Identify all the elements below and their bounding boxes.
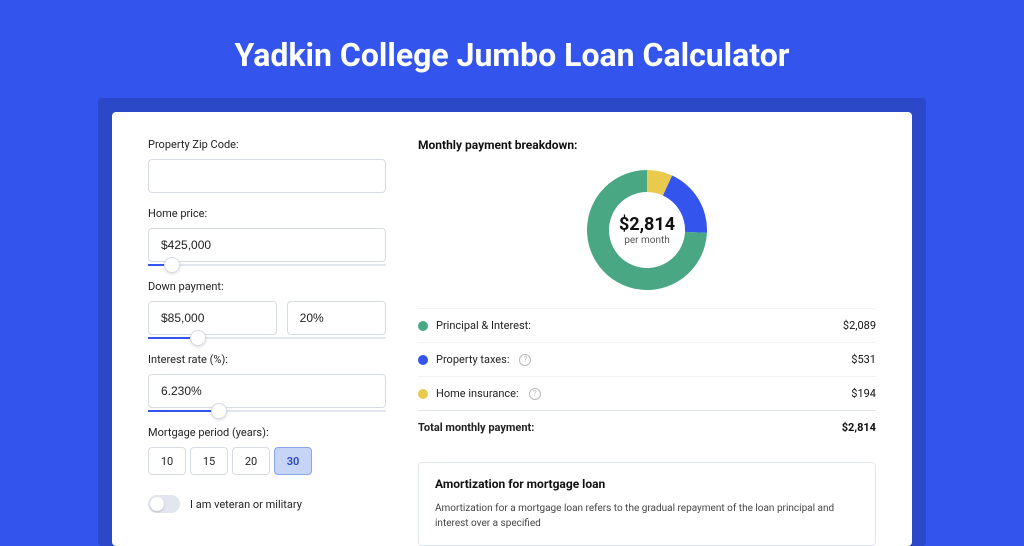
zip-field-group: Property Zip Code: [148,138,386,193]
legend-dot [418,355,428,365]
home-price-slider[interactable] [148,264,386,266]
legend-row: Principal & Interest: $2,089 [418,308,876,342]
legend-value: $531 [851,353,876,366]
home-price-input[interactable] [148,228,386,262]
total-row: Total monthly payment: $2,814 [418,410,876,444]
mortgage-period-label: Mortgage period (years): [148,426,386,439]
mortgage-period-btn-10[interactable]: 10 [148,447,186,475]
down-payment-amount-input[interactable] [148,301,277,335]
legend-row: Home insurance:? $194 [418,376,876,410]
calculator-card: Property Zip Code: Home price: Down paym… [112,112,912,546]
amortization-text: Amortization for a mortgage loan refers … [435,501,859,531]
home-price-field-group: Home price: [148,207,386,266]
donut-center: $2,814 per month [619,214,675,246]
donut-chart-wrap: $2,814 per month [418,164,876,308]
mortgage-period-buttons: 10152030 [148,447,386,475]
slider-thumb[interactable] [211,403,227,419]
slider-thumb[interactable] [164,257,180,273]
veteran-toggle-label: I am veteran or military [190,498,302,511]
down-payment-label: Down payment: [148,280,386,293]
info-icon[interactable]: ? [519,354,531,366]
interest-rate-slider[interactable] [148,410,386,412]
info-icon[interactable]: ? [529,388,541,400]
mortgage-period-field-group: Mortgage period (years): 10152030 [148,426,386,475]
interest-rate-field-group: Interest rate (%): [148,353,386,412]
veteran-toggle[interactable] [148,495,180,513]
mortgage-period-btn-30[interactable]: 30 [274,447,312,475]
total-value: $2,814 [842,421,876,434]
legend-dot [418,389,428,399]
down-payment-pct-input[interactable] [287,301,386,335]
mortgage-period-btn-15[interactable]: 15 [190,447,228,475]
form-column: Property Zip Code: Home price: Down paym… [148,138,386,546]
page-title: Yadkin College Jumbo Loan Calculator [0,0,1024,98]
veteran-toggle-row: I am veteran or military [148,495,386,513]
zip-label: Property Zip Code: [148,138,386,151]
interest-rate-input[interactable] [148,374,386,408]
toggle-thumb [150,497,164,511]
zip-input[interactable] [148,159,386,193]
legend-value: $2,089 [843,319,876,332]
down-payment-slider[interactable] [148,337,386,339]
home-price-label: Home price: [148,207,386,220]
legend-label: Principal & Interest: [436,319,531,332]
amortization-section: Amortization for mortgage loan Amortizat… [418,462,876,546]
legend-row: Property taxes:? $531 [418,342,876,376]
calculator-card-wrapper: Property Zip Code: Home price: Down paym… [98,98,926,546]
total-label: Total monthly payment: [418,421,534,434]
slider-thumb[interactable] [190,330,206,346]
donut-sub: per month [619,235,675,246]
breakdown-legend: Principal & Interest: $2,089 Property taxe… [418,308,876,410]
interest-rate-label: Interest rate (%): [148,353,386,366]
down-payment-field-group: Down payment: [148,280,386,339]
legend-label: Home insurance: [436,387,519,400]
breakdown-column: Monthly payment breakdown: $2,814 per mo… [418,138,876,546]
amortization-title: Amortization for mortgage loan [435,477,859,491]
legend-label: Property taxes: [436,353,509,366]
legend-dot [418,321,428,331]
donut-amount: $2,814 [619,214,675,235]
mortgage-period-btn-20[interactable]: 20 [232,447,270,475]
breakdown-title: Monthly payment breakdown: [418,138,876,152]
legend-value: $194 [851,387,876,400]
donut-chart: $2,814 per month [587,170,707,290]
